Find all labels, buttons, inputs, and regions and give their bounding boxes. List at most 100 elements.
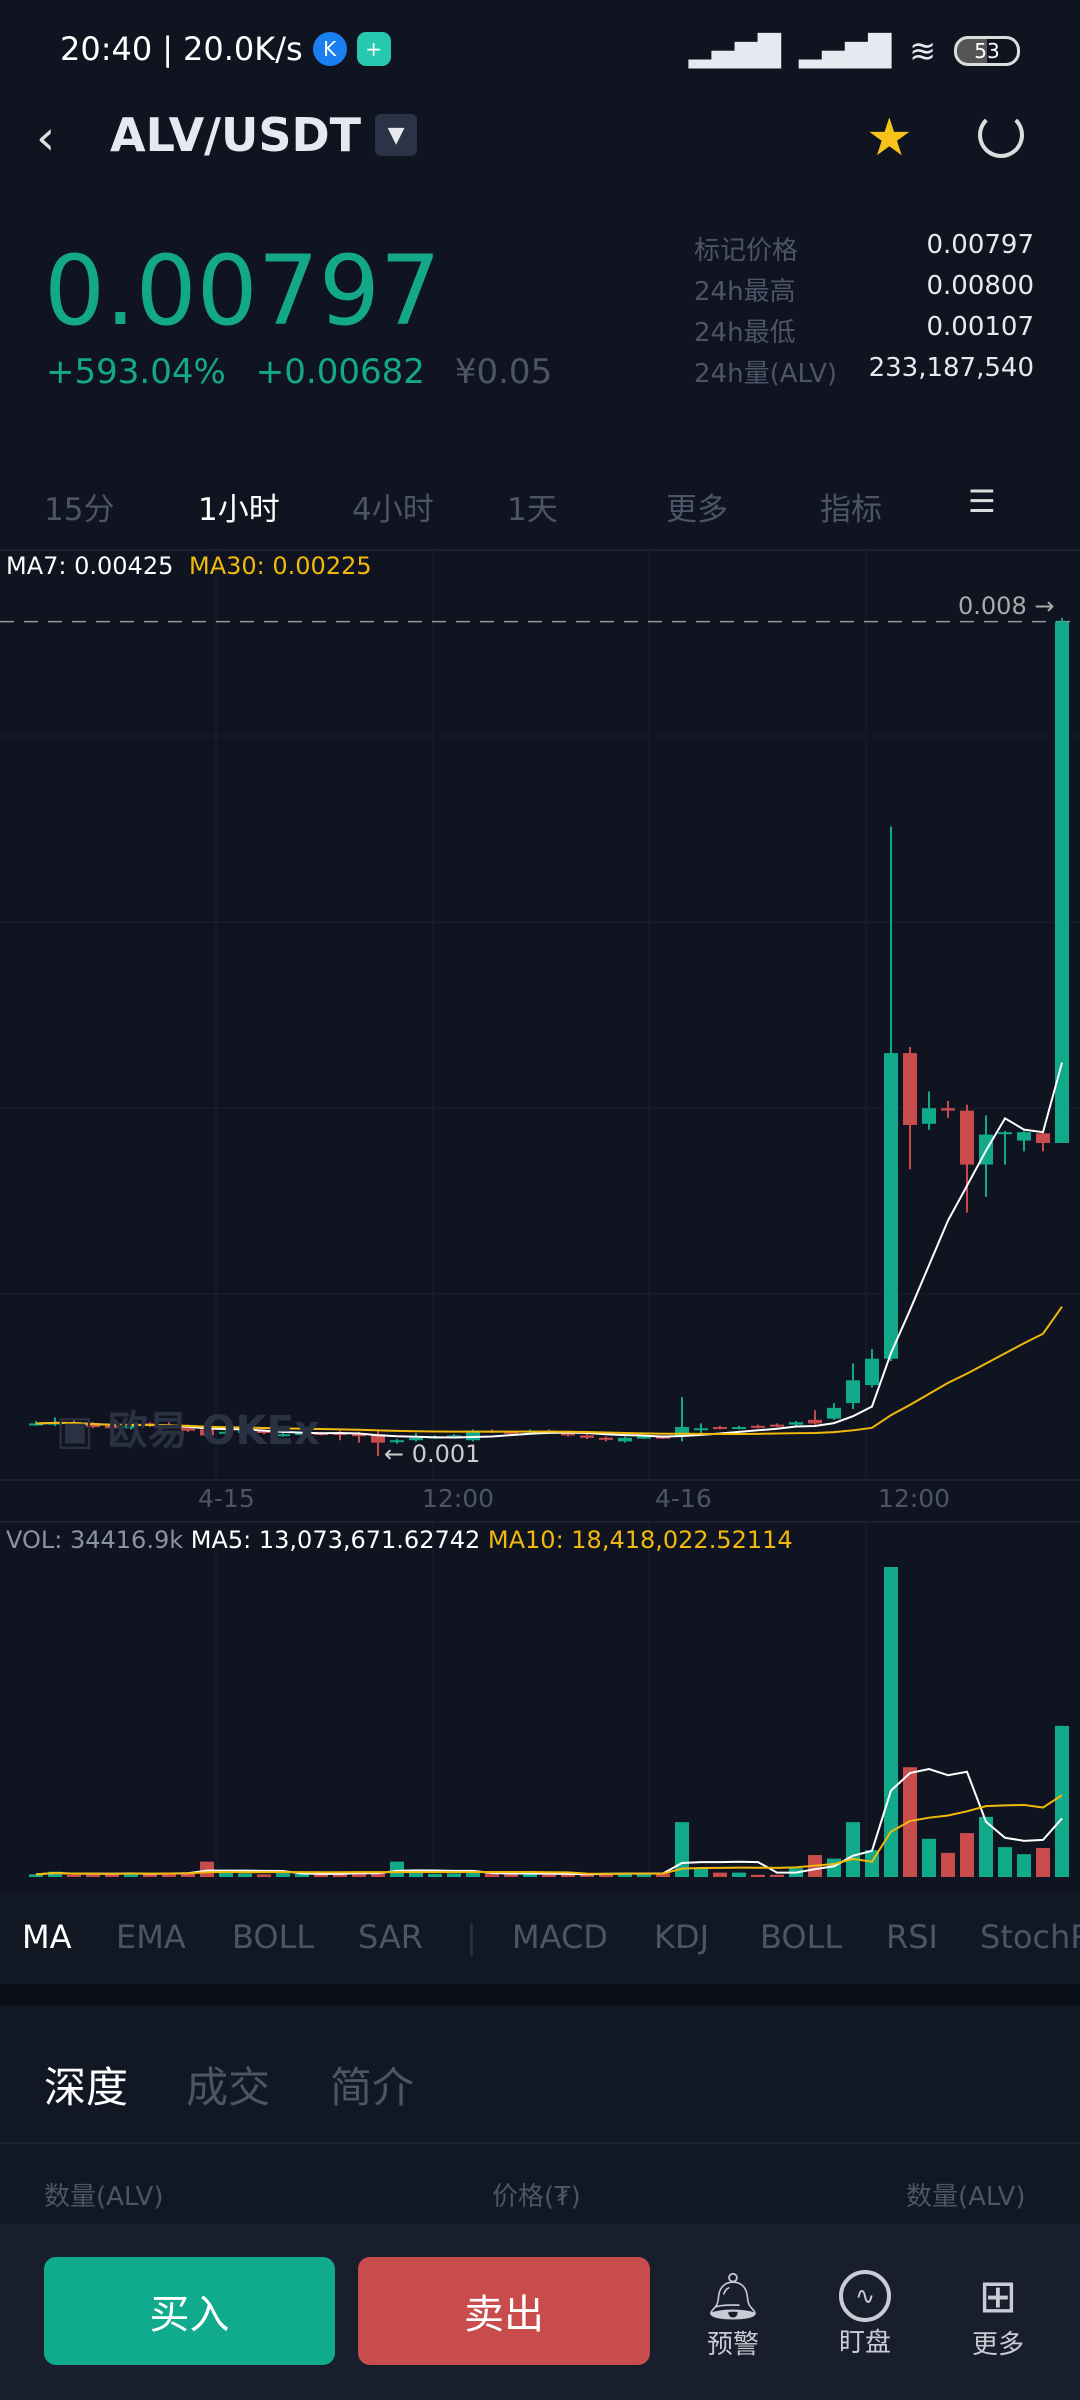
tab-1h[interactable]: 1小时: [198, 492, 280, 528]
status-bar: 20:40 | 20.0K/s K +: [60, 30, 391, 68]
ind-sar[interactable]: SAR: [358, 1918, 424, 1956]
candle-body: [865, 1358, 879, 1386]
pulse-icon: ∿: [839, 2270, 891, 2322]
volume-bar: [751, 1874, 765, 1877]
candle-body: [219, 1431, 233, 1434]
volume-bar: [732, 1872, 746, 1877]
volume-bar: [67, 1874, 81, 1877]
candle-body: [827, 1407, 841, 1419]
candle-body: [1036, 1133, 1050, 1143]
divider: |: [162, 30, 173, 68]
refresh-icon[interactable]: [978, 112, 1024, 158]
tab-depth[interactable]: 深度: [44, 2063, 129, 2112]
ind-boll-sub[interactable]: BOLL: [760, 1918, 843, 1956]
watch-label: 盯盘: [838, 2328, 891, 2358]
pair-selector[interactable]: ALV/USDT ▼: [110, 108, 418, 162]
stat-value: 0.00800: [926, 271, 1034, 301]
wifi-icon: ≋: [909, 32, 936, 70]
candlestick-chart[interactable]: [0, 0, 1080, 1890]
volume-bar: [143, 1873, 157, 1877]
current-price-label: 0.008 →: [958, 592, 1055, 620]
col-price: 价格(₮): [492, 2182, 581, 2212]
stat-row: 24h最低 0.00107: [694, 312, 1034, 353]
chart-settings-icon[interactable]: ☰: [968, 484, 996, 520]
volume-bar: [371, 1873, 385, 1877]
bell-icon: 🔔︎: [703, 2269, 763, 2323]
volume-bar: [447, 1873, 461, 1877]
vol-value: VOL: 34416.9k: [6, 1526, 184, 1554]
candle-body: [922, 1108, 936, 1124]
low-price-label: ← 0.001: [384, 1440, 481, 1468]
tab-info[interactable]: 简介: [330, 2063, 415, 2112]
tab-4h[interactable]: 4小时: [352, 492, 434, 528]
volume-bar: [314, 1874, 328, 1877]
more-button[interactable]: ⊞ 更多: [953, 2268, 1043, 2361]
candle-body: [466, 1430, 480, 1441]
alert-label: 预警: [706, 2330, 759, 2360]
volume-bar: [960, 1833, 974, 1877]
candle-body: [1055, 621, 1069, 1143]
candle-body: [580, 1435, 594, 1438]
ind-kdj[interactable]: KDJ: [654, 1918, 710, 1956]
candle-body: [675, 1427, 689, 1437]
buy-button[interactable]: 买入: [44, 2257, 335, 2365]
candle-body: [751, 1425, 765, 1428]
more-label: 更多: [971, 2330, 1024, 2360]
tab-trades[interactable]: 成交: [186, 2063, 271, 2112]
ind-ema[interactable]: EMA: [116, 1918, 186, 1956]
candle-body: [200, 1429, 214, 1436]
candle-body: [789, 1422, 803, 1425]
vol-ma10-value: MA10: 18,418,022.52114: [487, 1526, 793, 1554]
volume-bar: [409, 1872, 423, 1877]
candle-body: [713, 1427, 727, 1430]
ind-stochrsi[interactable]: StochRSI: [980, 1918, 1080, 1956]
stat-value: 0.00107: [926, 312, 1034, 342]
tab-15m[interactable]: 15分: [44, 492, 115, 528]
volume-bar: [162, 1873, 176, 1877]
vol-ma5-line: [35, 1768, 1063, 1876]
x-tick-label: 4-15: [198, 1484, 255, 1513]
candle-body: [371, 1434, 385, 1443]
volume-bar: [48, 1871, 62, 1877]
alert-button[interactable]: 🔔︎ 预警: [688, 2268, 778, 2361]
ma7-line: [35, 1062, 1063, 1439]
vol-ma5-value: MA5: 13,073,671.62742: [190, 1526, 481, 1554]
volume-bar: [599, 1873, 613, 1877]
candle-body: [599, 1437, 613, 1440]
sell-button[interactable]: 卖出: [358, 2257, 650, 2365]
stat-row: 标记价格 0.00797: [694, 230, 1034, 271]
candle-body: [846, 1380, 860, 1404]
okex-watermark: ▣ 欧易 OKEx: [56, 1408, 320, 1454]
tab-indicators[interactable]: 指标: [820, 492, 882, 528]
indicator-tabs: MA EMA BOLL SAR | MACD KDJ BOLL RSI Stoc…: [0, 1890, 1080, 1984]
divider: |: [466, 1918, 477, 1956]
candle-body: [998, 1132, 1012, 1135]
star-favorite-icon[interactable]: ★: [866, 108, 913, 168]
volume-bar: [618, 1872, 632, 1877]
volume-bar: [1055, 1725, 1069, 1877]
ind-boll[interactable]: BOLL: [232, 1918, 315, 1956]
ind-ma[interactable]: MA: [22, 1918, 72, 1956]
candle-body: [637, 1436, 651, 1439]
volume-bar: [390, 1861, 404, 1877]
candle-body: [808, 1419, 822, 1424]
ind-macd[interactable]: MACD: [512, 1918, 608, 1956]
ma30-value: MA30: 0.00225: [189, 552, 372, 580]
stat-label: 24h最低: [694, 318, 796, 348]
candle-body: [181, 1427, 195, 1431]
volume-legend: VOL: 34416.9k MA5: 13,073,671.62742 MA10…: [6, 1526, 793, 1554]
tab-more[interactable]: 更多: [666, 492, 728, 528]
stat-label: 24h最高: [694, 277, 796, 307]
clock: 20:40: [60, 30, 153, 68]
stat-row: 24h最高 0.00800: [694, 271, 1034, 312]
volume-bar: [580, 1874, 594, 1877]
stat-value: 0.00797: [926, 230, 1034, 260]
back-button[interactable]: ‹: [36, 110, 56, 166]
volume-bar: [200, 1861, 214, 1877]
ind-rsi[interactable]: RSI: [886, 1918, 938, 1956]
watch-button[interactable]: ∿ 盯盘: [820, 2268, 910, 2359]
volume-bar: [713, 1872, 727, 1877]
candle-body: [941, 1108, 955, 1111]
tab-1d[interactable]: 1天: [507, 492, 558, 528]
volume-bar: [181, 1872, 195, 1877]
